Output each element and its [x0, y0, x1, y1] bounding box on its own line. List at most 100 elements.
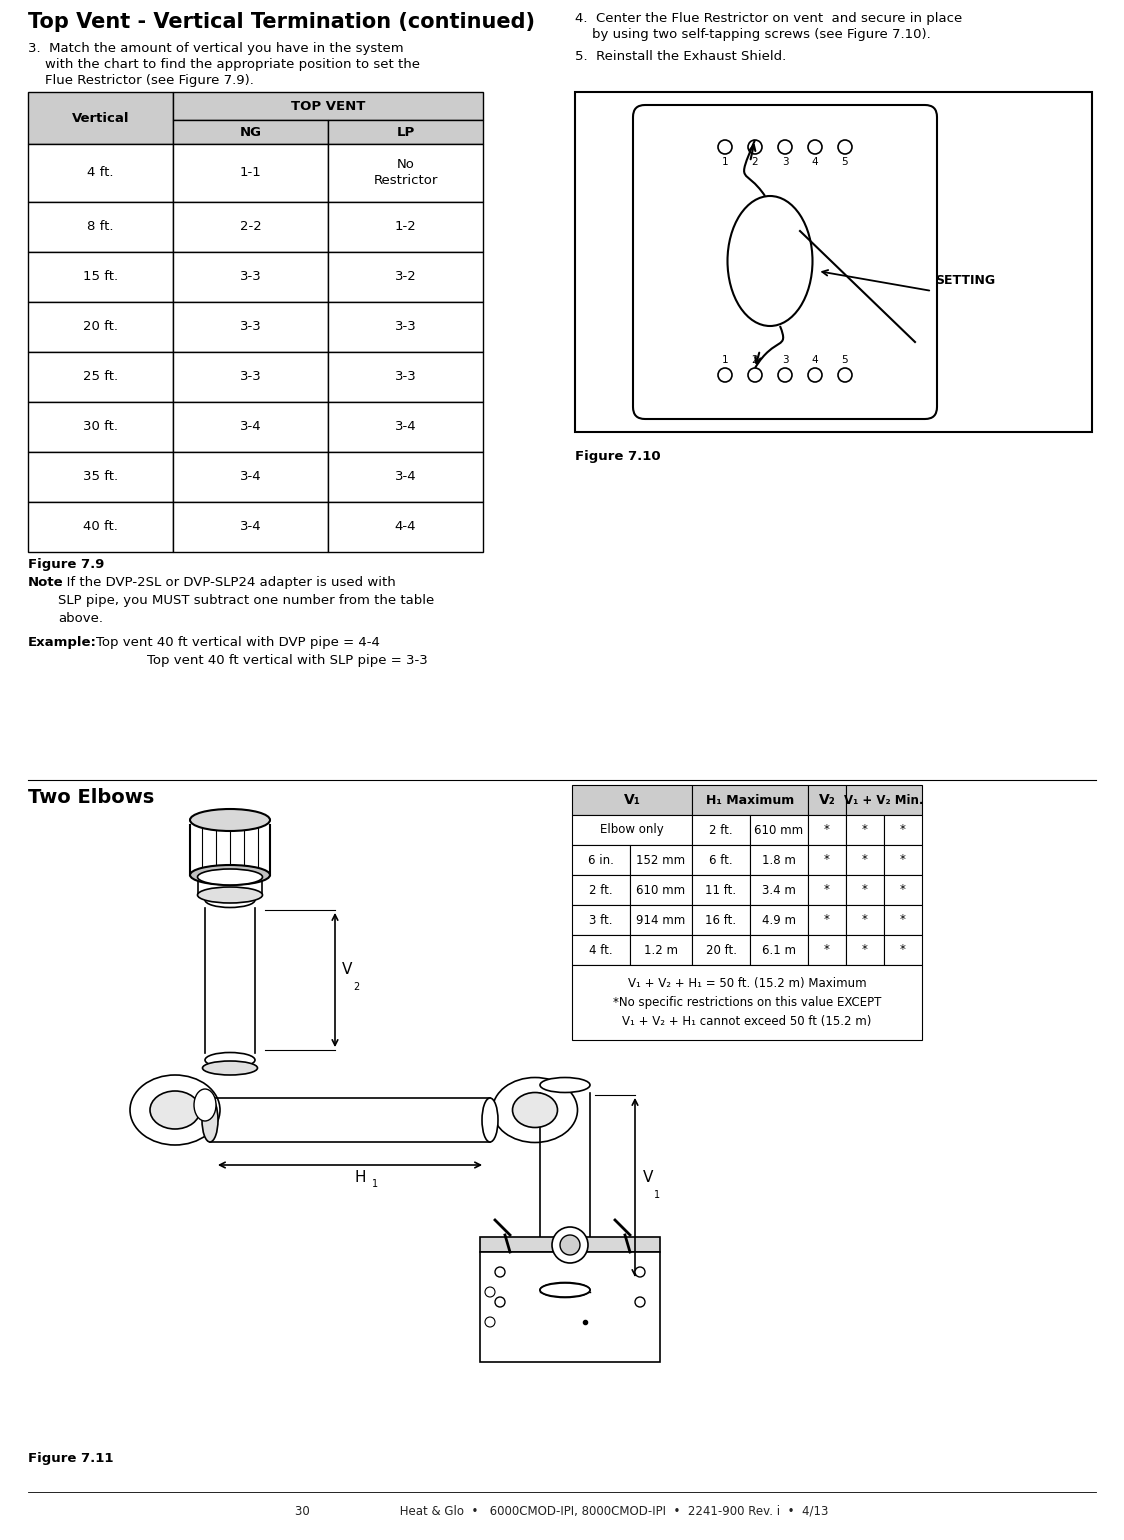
Ellipse shape — [198, 869, 263, 886]
Text: *: * — [900, 824, 906, 836]
Text: 3-2: 3-2 — [395, 271, 416, 283]
Text: 20 ft.: 20 ft. — [83, 320, 118, 334]
Text: *: * — [824, 913, 830, 927]
Bar — [692, 935, 750, 966]
Text: 3-3: 3-3 — [239, 371, 262, 383]
Bar — [750, 875, 808, 906]
Text: V₁: V₁ — [624, 793, 641, 807]
Text: *: * — [900, 884, 906, 896]
Text: H₁ Maximum: H₁ Maximum — [706, 793, 795, 807]
Text: *: * — [824, 944, 830, 956]
Bar — [328, 502, 483, 551]
Text: NG: NG — [239, 125, 262, 139]
Bar — [328, 202, 483, 253]
Bar — [883, 906, 922, 935]
Circle shape — [495, 1297, 505, 1307]
Bar — [883, 875, 922, 906]
Circle shape — [778, 140, 792, 154]
Text: SETTING: SETTING — [935, 274, 995, 288]
Ellipse shape — [482, 1098, 498, 1143]
Bar — [173, 502, 328, 551]
Circle shape — [778, 368, 792, 382]
Ellipse shape — [149, 1090, 200, 1129]
Text: Note: Note — [28, 576, 64, 588]
Bar — [629, 875, 692, 906]
Text: 3-4: 3-4 — [395, 471, 416, 484]
Text: V: V — [643, 1170, 653, 1184]
Ellipse shape — [540, 1283, 590, 1297]
Bar — [846, 845, 883, 875]
Text: 1-1: 1-1 — [239, 166, 262, 180]
Text: V: V — [342, 962, 353, 978]
Text: 2 ft.: 2 ft. — [589, 884, 613, 896]
Text: Figure 7.9: Figure 7.9 — [28, 557, 105, 571]
Text: 3.4 m: 3.4 m — [762, 884, 796, 896]
Text: *: * — [862, 944, 868, 956]
Bar — [692, 875, 750, 906]
Circle shape — [808, 368, 822, 382]
Text: Flue Restrictor (see Figure 7.9).: Flue Restrictor (see Figure 7.9). — [28, 74, 254, 86]
Bar — [846, 815, 883, 845]
Circle shape — [808, 140, 822, 154]
Bar — [808, 875, 846, 906]
Text: 2-2: 2-2 — [239, 220, 262, 234]
Text: Two Elbows: Two Elbows — [28, 788, 154, 807]
Bar — [750, 906, 808, 935]
Text: 2: 2 — [752, 356, 759, 365]
Bar — [572, 906, 629, 935]
Text: 3-4: 3-4 — [239, 521, 261, 533]
Ellipse shape — [727, 196, 813, 326]
Text: Figure 7.10: Figure 7.10 — [575, 450, 661, 464]
Bar — [692, 785, 808, 815]
Bar — [328, 253, 483, 302]
Text: 3: 3 — [781, 356, 788, 365]
Text: *: * — [900, 913, 906, 927]
Text: Figure 7.11: Figure 7.11 — [28, 1452, 114, 1465]
Bar — [692, 906, 750, 935]
Bar — [28, 145, 173, 202]
Text: 15 ft.: 15 ft. — [83, 271, 118, 283]
Text: H: H — [354, 1170, 365, 1184]
Text: No
Restrictor: No Restrictor — [373, 159, 437, 188]
Bar — [808, 935, 846, 966]
Text: 4.  Center the Flue Restrictor on vent  and secure in place: 4. Center the Flue Restrictor on vent an… — [575, 12, 962, 25]
Bar — [205, 899, 255, 1060]
Text: 1.8 m: 1.8 m — [762, 853, 796, 867]
Text: 6 ft.: 6 ft. — [709, 853, 733, 867]
Circle shape — [747, 140, 762, 154]
Bar — [575, 92, 1093, 433]
Text: *: * — [900, 944, 906, 956]
Bar — [750, 815, 808, 845]
Text: 914 mm: 914 mm — [636, 913, 686, 927]
Text: 16 ft.: 16 ft. — [706, 913, 736, 927]
Bar — [572, 935, 629, 966]
Text: *: * — [900, 853, 906, 867]
Bar — [572, 845, 629, 875]
Text: 40 ft.: 40 ft. — [83, 521, 118, 533]
Text: 3-3: 3-3 — [239, 271, 262, 283]
FancyBboxPatch shape — [633, 105, 937, 419]
Bar — [28, 92, 173, 145]
Bar — [173, 145, 328, 202]
Bar — [328, 145, 483, 202]
Text: LP: LP — [397, 125, 415, 139]
Bar — [883, 845, 922, 875]
Text: 610 mm: 610 mm — [636, 884, 686, 896]
Bar — [750, 935, 808, 966]
Text: 3: 3 — [781, 157, 788, 166]
Text: with the chart to find the appropriate position to set the: with the chart to find the appropriate p… — [28, 59, 420, 71]
Bar — [750, 845, 808, 875]
Bar — [572, 966, 922, 1040]
Bar — [173, 353, 328, 402]
Bar — [28, 502, 173, 551]
Circle shape — [747, 368, 762, 382]
Circle shape — [635, 1267, 645, 1277]
Bar — [328, 302, 483, 353]
Bar — [808, 845, 846, 875]
Bar — [173, 402, 328, 453]
Text: 5.  Reinstall the Exhaust Shield.: 5. Reinstall the Exhaust Shield. — [575, 49, 787, 63]
Bar — [480, 1237, 660, 1252]
Ellipse shape — [205, 893, 255, 907]
Text: 1: 1 — [722, 356, 728, 365]
Bar — [808, 815, 846, 845]
